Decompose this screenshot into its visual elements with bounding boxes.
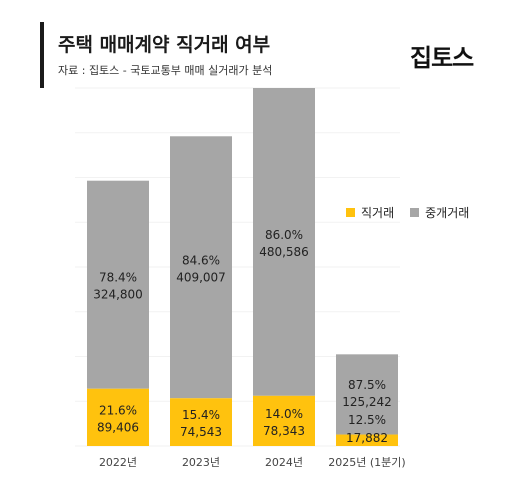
chart-title: 주택 매매계약 직거래 여부 xyxy=(58,34,271,56)
x-tick-label: 2022년 xyxy=(99,456,137,469)
data-label-direct-value: 89,406 xyxy=(97,420,139,434)
x-tick-label: 2024년 xyxy=(265,456,303,469)
bar-direct xyxy=(87,388,149,446)
data-label-brokered-value: 409,007 xyxy=(176,270,226,284)
bar-brokered xyxy=(170,136,232,399)
data-label-brokered-percent: 86.0% xyxy=(265,228,303,242)
bar-brokered xyxy=(336,354,398,435)
bar-brokered xyxy=(87,180,149,389)
data-label-direct-percent: 15.4% xyxy=(182,408,220,422)
legend-label-brokered: 중개거래 xyxy=(425,206,470,220)
data-label-brokered-value: 480,586 xyxy=(259,245,309,259)
bar-brokered xyxy=(253,88,315,396)
legend-swatch-direct xyxy=(346,208,355,217)
data-label-direct-value: 17,882 xyxy=(346,431,388,445)
bar-direct xyxy=(170,398,232,446)
chart-source: 자료 : 집토스 - 국토교통부 매매 실거래가 분석 xyxy=(58,64,273,77)
brand-logo: 집토스 xyxy=(410,44,474,72)
data-label-brokered-value: 125,242 xyxy=(342,395,392,409)
bar-direct xyxy=(253,395,315,446)
data-label-brokered-percent: 78.4% xyxy=(99,271,137,285)
x-tick-label: 2025년 (1분기) xyxy=(328,456,405,469)
bar-direct xyxy=(336,434,398,446)
data-label-direct-percent: 21.6% xyxy=(99,403,137,417)
data-label-direct-value: 78,343 xyxy=(263,424,305,438)
legend-item-direct: 직거래 xyxy=(346,204,394,221)
data-label-direct-percent: 12.5% xyxy=(348,413,386,427)
data-label-brokered-value: 324,800 xyxy=(93,288,143,302)
title-accent-bar xyxy=(40,22,44,88)
legend-swatch-brokered xyxy=(410,208,420,217)
data-label-direct-value: 74,543 xyxy=(180,425,222,439)
x-tick-label: 2023년 xyxy=(182,456,220,469)
data-label-brokered-percent: 84.6% xyxy=(182,253,220,267)
legend-item-brokered: 중개거래 xyxy=(410,204,469,221)
legend-label-direct: 직거래 xyxy=(361,206,395,220)
data-label-direct-percent: 14.0% xyxy=(265,407,303,421)
data-label-brokered-percent: 87.5% xyxy=(348,378,386,392)
chart-legend: 직거래 중개거래 xyxy=(346,204,485,221)
